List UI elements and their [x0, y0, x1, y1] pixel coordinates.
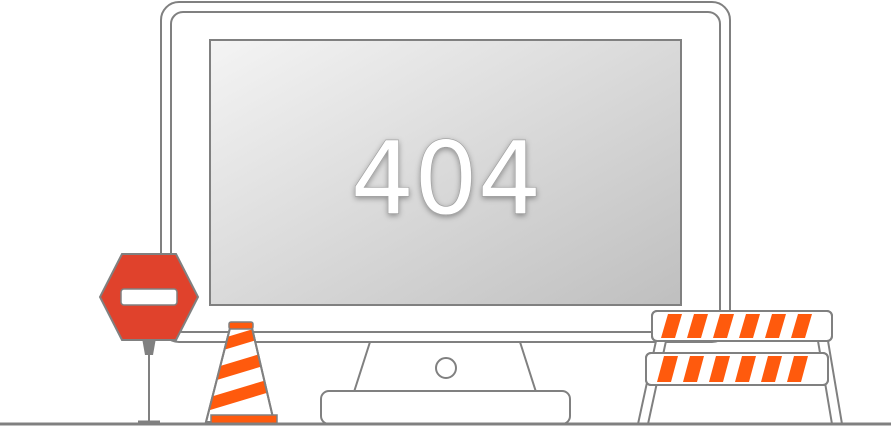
monitor-icon: 404 [160, 1, 731, 425]
road-barrier-icon [636, 310, 844, 425]
no-entry-sign-icon [98, 253, 200, 424]
power-button-icon [435, 357, 457, 379]
monitor-base [320, 390, 571, 425]
error-code: 404 [351, 120, 542, 237]
monitor-screen [209, 39, 682, 306]
